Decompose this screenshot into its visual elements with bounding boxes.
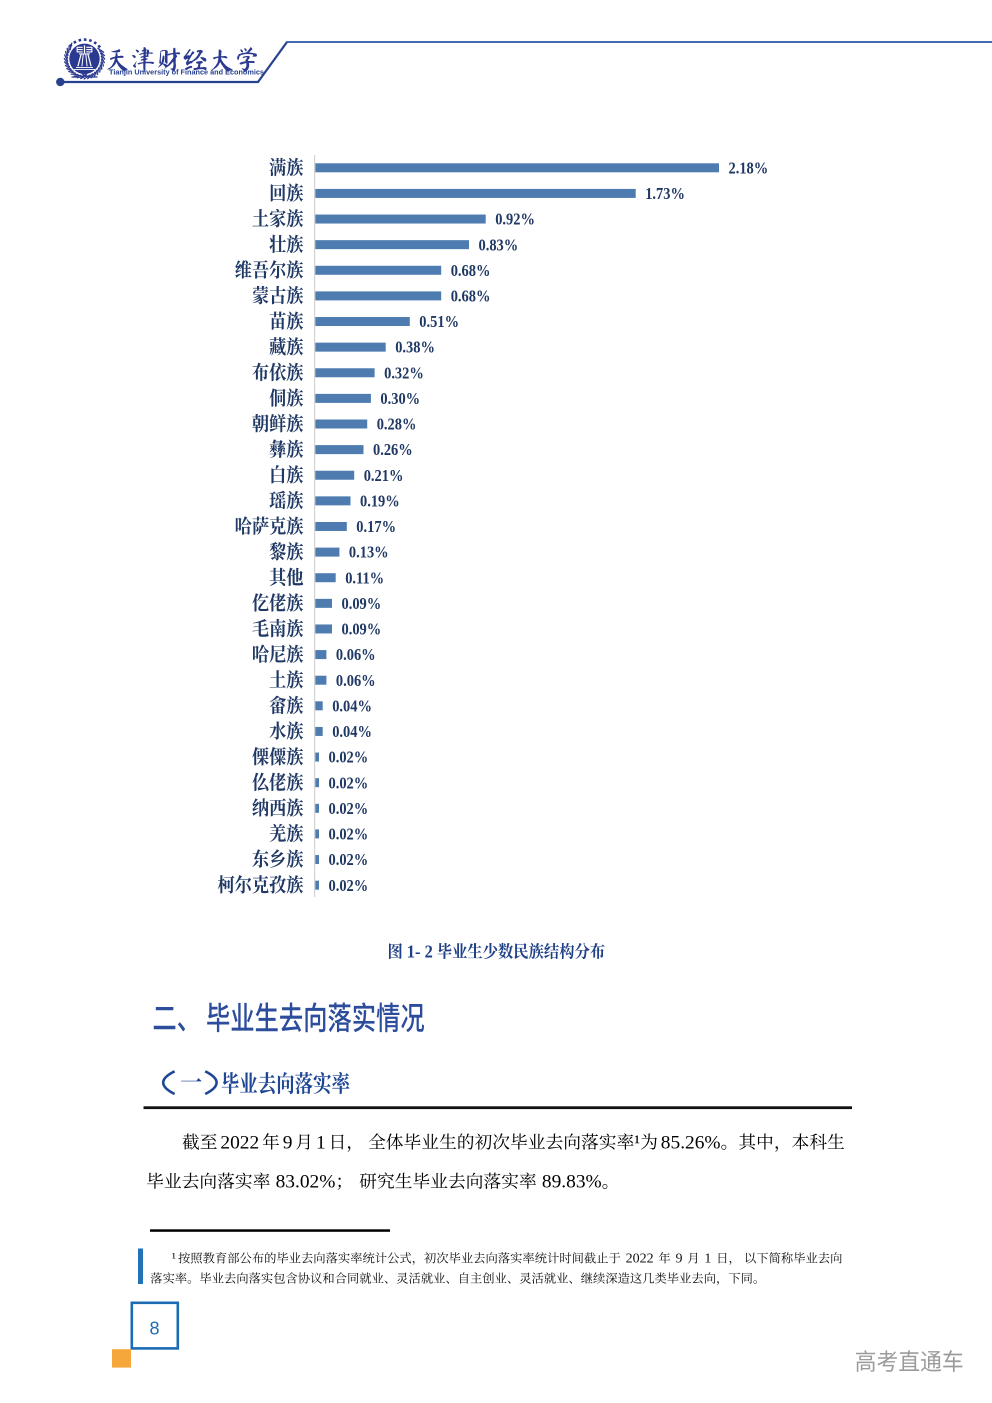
svg-text:1: 1 bbox=[704, 1252, 711, 1267]
svg-text:0.06%: 0.06% bbox=[336, 672, 376, 690]
svg-text:9: 9 bbox=[283, 1132, 293, 1153]
svg-text:0.02%: 0.02% bbox=[329, 774, 369, 792]
svg-text:0.30%: 0.30% bbox=[380, 390, 420, 408]
svg-text:0.51%: 0.51% bbox=[419, 313, 459, 331]
svg-text:0.32%: 0.32% bbox=[384, 364, 424, 382]
svg-text:0.68%: 0.68% bbox=[451, 262, 491, 280]
svg-text:0.19%: 0.19% bbox=[360, 492, 400, 510]
svg-text:9: 9 bbox=[676, 1252, 683, 1267]
svg-text:0.26%: 0.26% bbox=[373, 441, 413, 459]
svg-text:0.09%: 0.09% bbox=[342, 595, 382, 613]
svg-text:0.13%: 0.13% bbox=[349, 544, 389, 562]
svg-text:89.83%: 89.83% bbox=[542, 1172, 602, 1193]
svg-text:0.02%: 0.02% bbox=[329, 800, 369, 818]
svg-text:0.02%: 0.02% bbox=[329, 851, 369, 869]
svg-text:0.92%: 0.92% bbox=[495, 211, 535, 229]
svg-text:0.06%: 0.06% bbox=[336, 646, 376, 664]
svg-text:0.21%: 0.21% bbox=[364, 467, 404, 485]
svg-text:0.04%: 0.04% bbox=[332, 723, 372, 741]
svg-text:2.18%: 2.18% bbox=[729, 159, 769, 177]
svg-text:8: 8 bbox=[150, 1319, 160, 1339]
svg-text:2022: 2022 bbox=[626, 1252, 654, 1267]
svg-text:¹: ¹ bbox=[634, 1132, 640, 1153]
svg-text:Tianjin University of Finance: Tianjin University of Finance and Econom… bbox=[109, 68, 264, 77]
svg-text:0.17%: 0.17% bbox=[356, 518, 396, 536]
svg-text:0.02%: 0.02% bbox=[329, 877, 369, 895]
svg-text:0.28%: 0.28% bbox=[377, 416, 417, 434]
svg-text:2022: 2022 bbox=[220, 1132, 259, 1153]
svg-text:0.02%: 0.02% bbox=[329, 825, 369, 843]
svg-text:1: 1 bbox=[316, 1132, 326, 1153]
svg-text:85.26%: 85.26% bbox=[661, 1132, 721, 1153]
svg-text:0.68%: 0.68% bbox=[451, 287, 491, 305]
svg-text:0.11%: 0.11% bbox=[345, 569, 384, 587]
svg-text:83.02%: 83.02% bbox=[276, 1172, 336, 1193]
svg-text:¹: ¹ bbox=[172, 1252, 176, 1267]
svg-text:0.83%: 0.83% bbox=[479, 236, 519, 254]
svg-text:0.02%: 0.02% bbox=[329, 749, 369, 767]
svg-text:0.04%: 0.04% bbox=[332, 697, 372, 715]
svg-text:0.38%: 0.38% bbox=[395, 339, 435, 357]
svg-text:1- 2: 1- 2 bbox=[407, 942, 433, 962]
svg-text:1.73%: 1.73% bbox=[645, 185, 685, 203]
svg-text:0.09%: 0.09% bbox=[342, 621, 382, 639]
